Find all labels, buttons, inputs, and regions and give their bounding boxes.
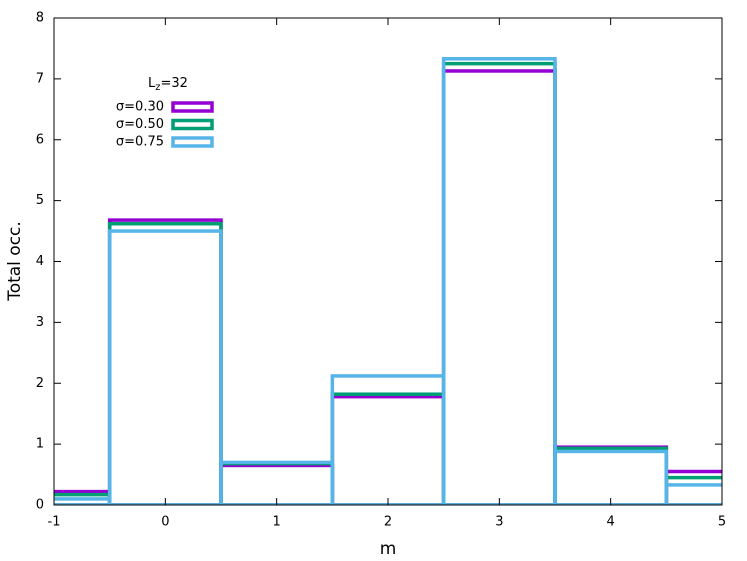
x-tick-label: 1 bbox=[273, 515, 281, 530]
bars bbox=[54, 57, 722, 505]
y-tick-label: 6 bbox=[36, 132, 44, 147]
y-tick-label: 5 bbox=[36, 193, 44, 208]
bar bbox=[441, 57, 557, 505]
y-axis-title: Total occ. bbox=[5, 221, 25, 302]
bar bbox=[330, 394, 446, 505]
legend-title-suffix: =32 bbox=[161, 76, 188, 91]
x-tick-label: -1 bbox=[48, 515, 61, 530]
x-tick-label: 5 bbox=[718, 515, 726, 530]
bar bbox=[553, 446, 669, 505]
legend-label: σ=0.50 bbox=[116, 117, 164, 132]
plot-frame bbox=[53, 17, 723, 506]
x-tick-label: 0 bbox=[161, 515, 169, 530]
bar bbox=[107, 218, 223, 505]
bar bbox=[330, 392, 446, 505]
legend-title: Lz=32 bbox=[148, 76, 188, 94]
y-tick-label: 3 bbox=[36, 315, 44, 330]
legend-swatch bbox=[171, 136, 214, 148]
y-tick-label: 1 bbox=[36, 437, 44, 452]
x-tick-label: 3 bbox=[495, 515, 503, 530]
y-tick-label: 8 bbox=[36, 11, 44, 26]
y-tick-label: 0 bbox=[36, 498, 44, 513]
x-axis-title: m bbox=[380, 539, 397, 559]
y-tick-label: 4 bbox=[36, 254, 44, 269]
bar bbox=[664, 483, 722, 505]
bar bbox=[107, 229, 223, 505]
x-tick-label: 2 bbox=[384, 515, 392, 530]
legend-title-main: L bbox=[148, 76, 156, 91]
y-tick-label: 7 bbox=[36, 71, 44, 86]
bar bbox=[441, 61, 557, 505]
bar bbox=[553, 449, 669, 505]
legend-label: σ=0.75 bbox=[116, 135, 164, 150]
bar bbox=[54, 497, 112, 505]
legend-label: σ=0.30 bbox=[116, 100, 164, 115]
bar bbox=[107, 222, 223, 505]
bar bbox=[664, 475, 722, 505]
legend-title-subscript: z bbox=[155, 82, 160, 93]
legend-swatch bbox=[171, 101, 214, 113]
y-tick-label: 2 bbox=[36, 376, 44, 391]
bar bbox=[553, 445, 669, 505]
legend-swatch bbox=[171, 118, 214, 131]
x-tick-label: 4 bbox=[607, 515, 615, 530]
bar bbox=[441, 69, 557, 505]
